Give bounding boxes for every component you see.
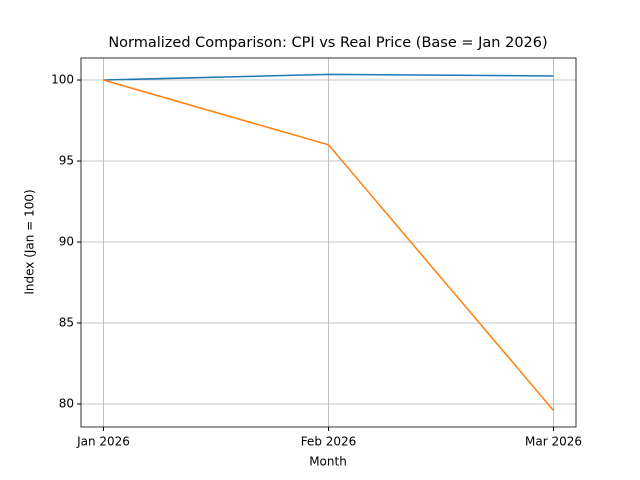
y-tick-label: 95	[59, 154, 74, 168]
y-tick-label: 100	[51, 73, 74, 87]
y-tick-label: 85	[59, 316, 74, 330]
x-tick-label: Feb 2026	[301, 435, 357, 449]
y-tick-label: 80	[59, 396, 74, 410]
x-tick-label: Jan 2026	[76, 435, 130, 449]
y-tick-label: 90	[59, 235, 74, 249]
chart-title: Normalized Comparison: CPI vs Real Price…	[108, 35, 547, 51]
series-line	[103, 79, 555, 411]
y-axis-label: Index (Jan = 100)	[23, 189, 37, 294]
series-line	[103, 73, 554, 81]
plot-frame	[80, 57, 577, 428]
x-tick-label: Mar 2026	[525, 435, 582, 449]
x-axis-label: Month	[309, 455, 347, 469]
